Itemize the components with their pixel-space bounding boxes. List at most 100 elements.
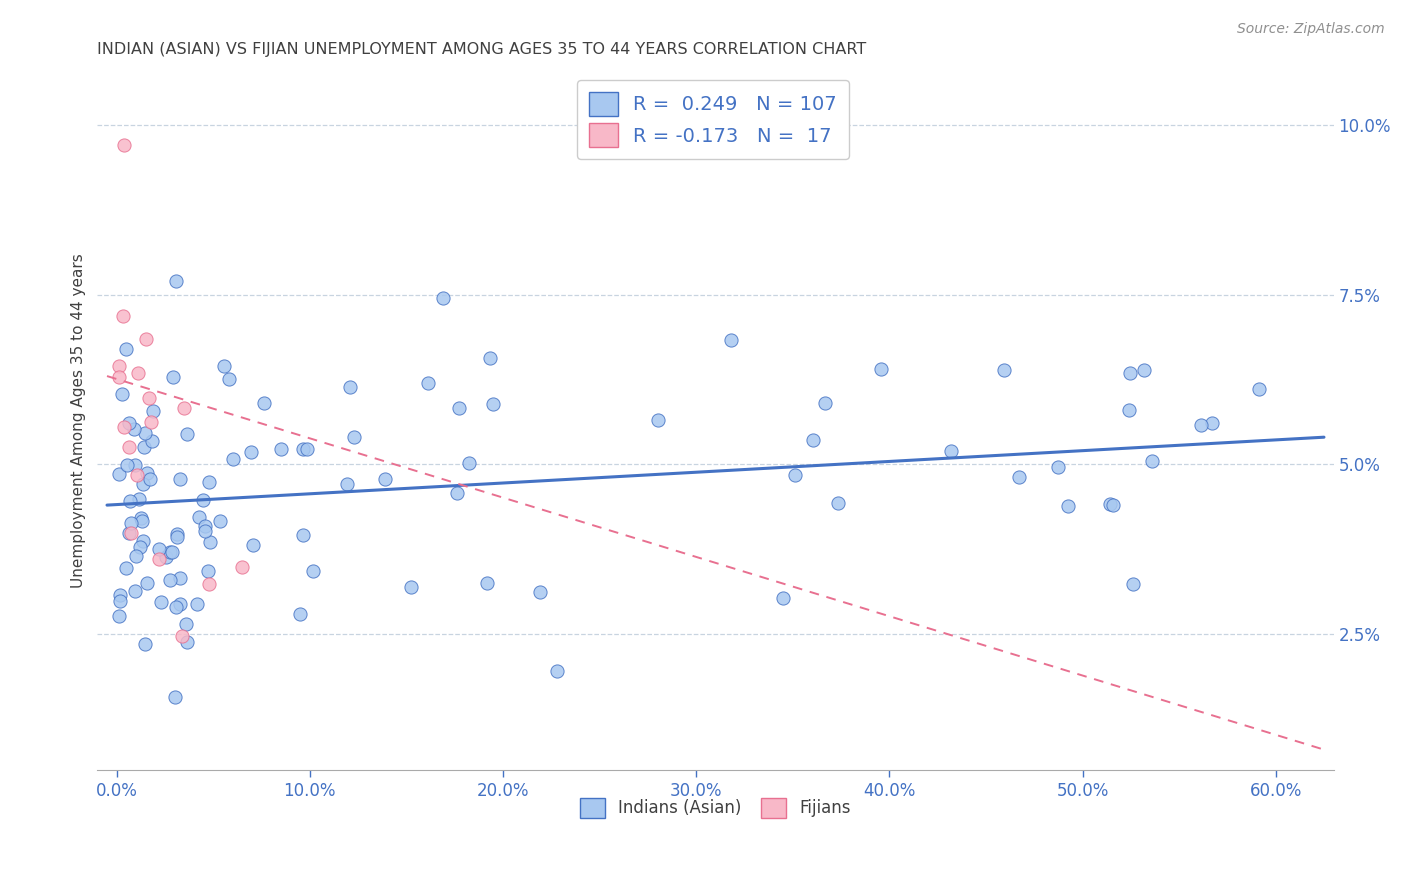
Point [135,466,157,480]
Point [1140,454,1163,468]
Point [221,452,243,467]
Point [198,535,221,549]
Point [209,514,232,528]
Point [374,472,396,486]
Point [242,538,264,552]
Y-axis label: Unemployment Among Ages 35 to 44 years: Unemployment Among Ages 35 to 44 years [72,252,86,588]
Point [124,583,146,598]
Point [112,137,135,152]
Point [336,477,359,491]
Point [291,442,314,457]
Point [120,526,142,541]
Point [118,417,141,431]
Point [446,486,468,500]
Text: INDIAN (ASIAN) VS FIJIAN UNEMPLOYMENT AMONG AGES 35 TO 44 YEARS CORRELATION CHAR: INDIAN (ASIAN) VS FIJIAN UNEMPLOYMENT AM… [97,42,866,57]
Point [1119,366,1142,380]
Point [176,427,198,442]
Point [112,420,135,434]
Point [399,580,422,594]
Point [1133,362,1156,376]
Point [136,576,159,591]
Point [253,395,276,409]
Point [124,458,146,472]
Point [148,551,170,566]
Point [132,477,155,491]
Point [129,540,152,554]
Point [1118,403,1140,417]
Point [122,422,145,436]
Point [173,401,195,415]
Point [118,494,141,508]
Point [107,369,129,384]
Point [529,585,551,599]
Point [814,396,837,410]
Point [160,545,183,559]
Point [141,434,163,449]
Point [197,564,219,578]
Point [111,387,134,401]
Point [132,534,155,549]
Point [993,362,1015,376]
Point [129,511,152,525]
Point [125,549,148,563]
Point [115,561,138,575]
Point [159,574,181,588]
Point [108,594,131,608]
Point [127,367,149,381]
Point [108,467,131,481]
Point [165,690,187,704]
Point [169,571,191,585]
Point [291,527,314,541]
Point [134,425,156,440]
Point [482,397,505,411]
Point [827,496,849,510]
Point [159,545,181,559]
Point [186,597,208,611]
Point [458,456,481,470]
Point [720,333,742,347]
Point [475,575,498,590]
Point [176,635,198,649]
Point [449,401,471,416]
Point [301,565,323,579]
Point [138,391,160,405]
Point [647,413,669,427]
Point [125,467,148,482]
Text: Source: ZipAtlas.com: Source: ZipAtlas.com [1237,22,1385,37]
Legend: Indians (Asian), Fijians: Indians (Asian), Fijians [574,791,858,824]
Point [193,492,215,507]
Point [132,440,155,454]
Point [115,458,138,472]
Point [108,588,131,602]
Point [1102,498,1125,512]
Point [149,595,172,609]
Point [240,445,263,459]
Point [165,600,187,615]
Point [131,514,153,528]
Point [432,291,454,305]
Point [343,430,366,444]
Point [120,516,142,531]
Point [176,617,198,632]
Point [1122,576,1144,591]
Point [169,472,191,486]
Point [270,442,292,456]
Point [111,309,134,323]
Point [165,274,187,288]
Point [290,607,312,621]
Point [772,591,794,606]
Point [218,372,240,386]
Point [162,370,184,384]
Point [1191,417,1213,432]
Point [1098,497,1121,511]
Point [801,434,824,448]
Point [1247,382,1270,396]
Point [198,475,221,489]
Point [134,637,156,651]
Point [166,530,188,544]
Point [155,549,177,564]
Point [1046,460,1069,475]
Point [339,380,361,394]
Point [188,509,211,524]
Point [939,444,962,458]
